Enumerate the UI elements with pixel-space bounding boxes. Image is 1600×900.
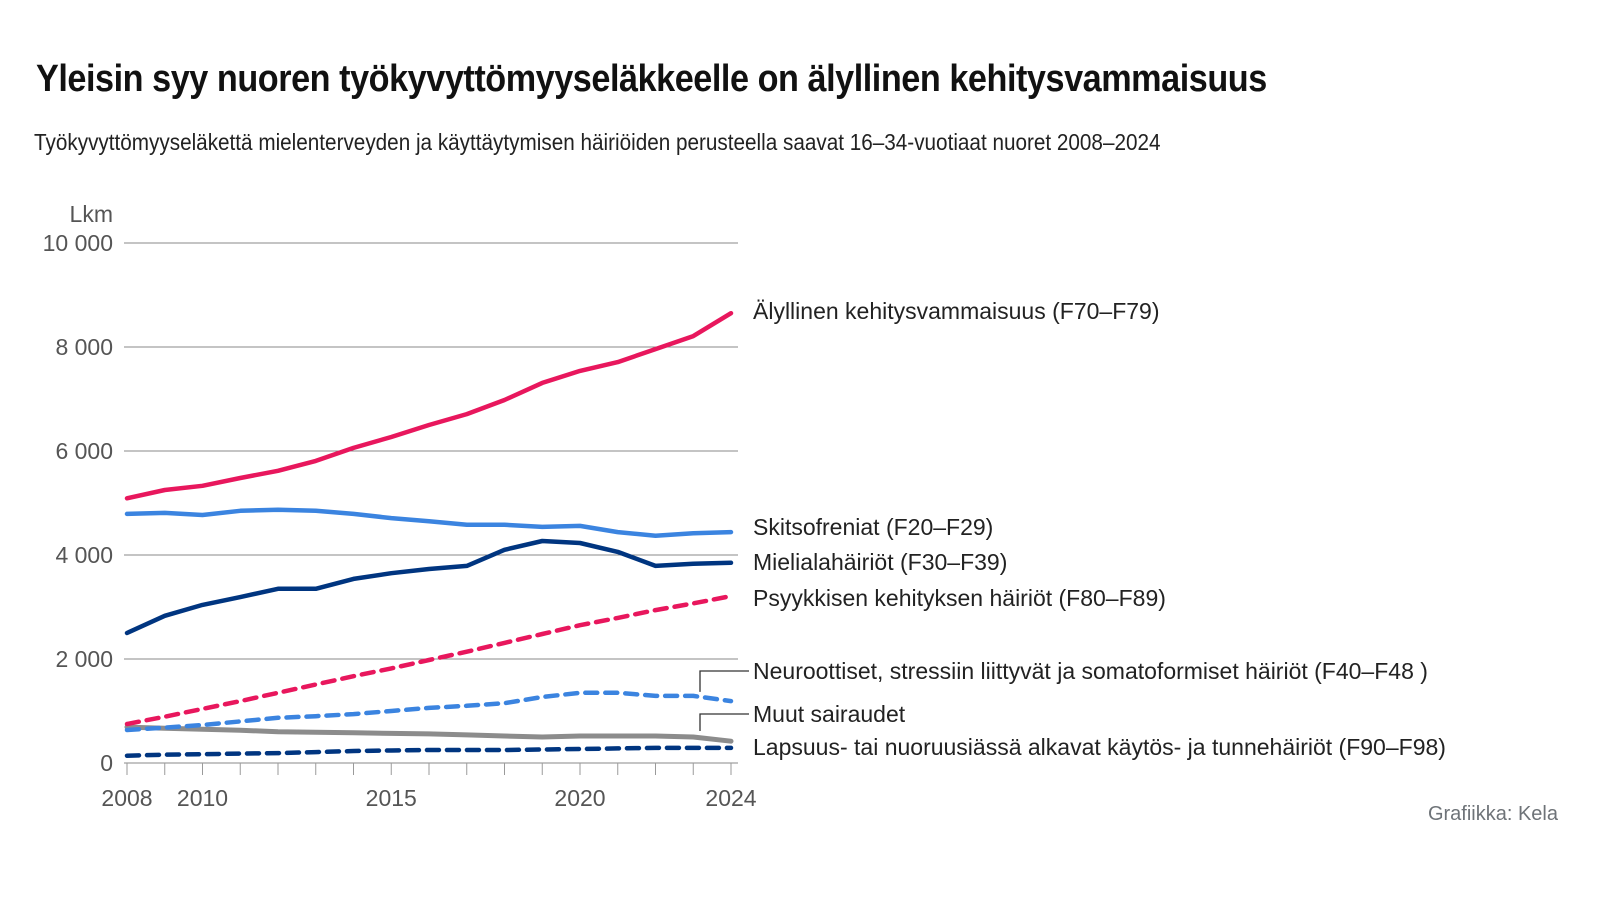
y-tick-label: 0 [100,750,113,776]
series-line-6 [124,745,734,758]
series-label: Muut sairaudet [753,701,906,727]
y-tick-label: 6 000 [55,438,113,464]
series-label: Psyykkisen kehityksen häiriöt (F80–F89) [753,585,1166,611]
series-label: Lapsuus- tai nuoruusiässä alkavat käytös… [753,734,1446,760]
series-lines [124,310,734,758]
series-label: Älyllinen kehitysvammaisuus (F70–F79) [753,298,1160,324]
y-axis-title: Lkm [70,201,113,227]
leader-line [699,670,749,692]
x-tick-label: 2020 [554,785,605,811]
series-label: Mielialahäiriöt (F30–F39) [753,549,1007,575]
series-line-0 [124,310,734,501]
series-line-4 [124,690,734,733]
series-line-5 [124,724,734,744]
y-tick-label: 10 000 [43,230,113,256]
x-tick-label: 2015 [366,785,417,811]
series-label: Neuroottiset, stressiin liittyvät ja som… [753,658,1428,684]
y-axis: Lkm 0 2 000 4 000 6 000 8 000 10 000 [43,201,113,776]
gridlines [124,242,738,660]
y-tick-label: 4 000 [55,542,113,568]
series-label: Skitsofreniat (F20–F29) [753,514,993,540]
series-labels: Älyllinen kehitysvammaisuus (F70–F79) Ski… [699,298,1446,760]
leader-line [699,713,749,731]
chart-subtitle: Työkyvyttömyyseläkettä mielenterveyden j… [34,129,1161,155]
graphic-credit: Grafiikka: Kela [1427,803,1558,825]
series-line-2 [124,538,734,636]
x-tick-label: 2008 [101,785,152,811]
y-tick-label: 8 000 [55,334,113,360]
x-tick-label: 2010 [177,785,228,811]
series-line-3 [124,593,734,727]
y-tick-label: 2 000 [55,646,113,672]
chart-title: Yleisin syy nuoren työkyvyttömyyseläkkee… [36,58,1267,100]
x-tick-label: 2024 [705,785,756,811]
x-axis: 2008 2010 2015 2020 2024 [101,762,757,811]
series-line-1 [124,507,734,539]
